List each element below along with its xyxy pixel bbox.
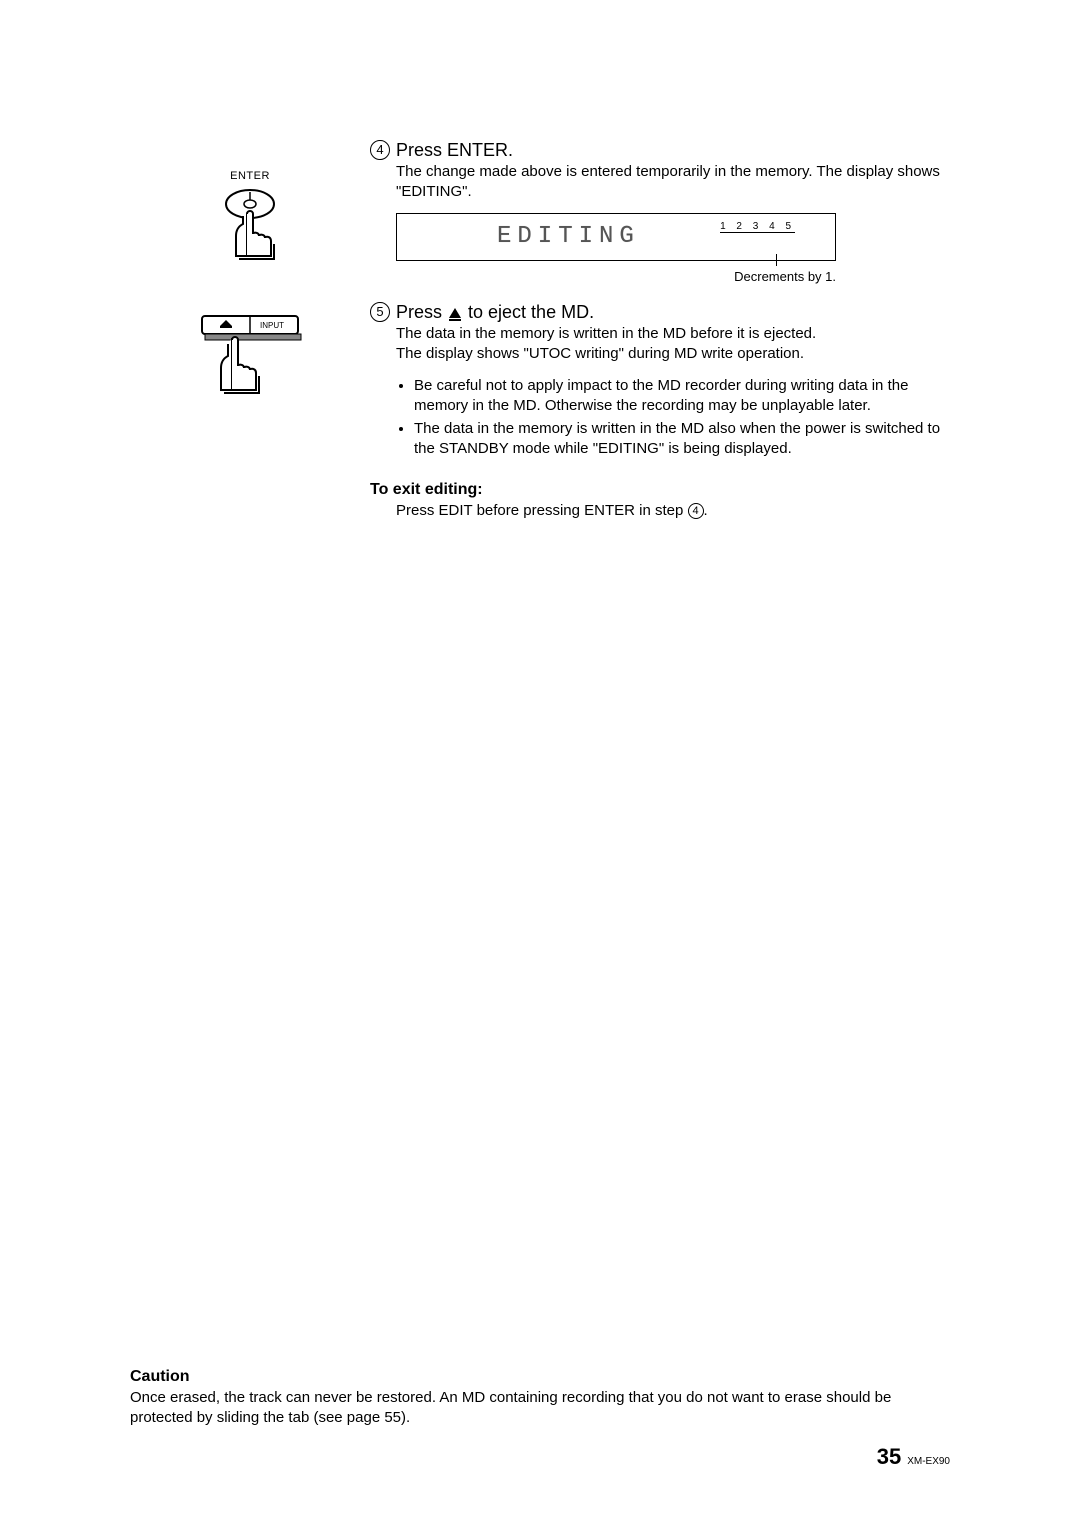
main-content: ENTER INPUT (130, 140, 950, 521)
page-footer: 35 XM-EX90 (877, 1444, 950, 1470)
page-container: ENTER INPUT (0, 0, 1080, 1528)
step-4-title-action: ENTER (447, 140, 508, 160)
bullet-2: The data in the memory is written in the… (414, 419, 950, 460)
step-5-title-suffix: to eject the MD. (463, 302, 594, 322)
step-4-title: Press ENTER. (396, 140, 513, 160)
right-column: 4 Press ENTER. The change made above is … (370, 140, 950, 521)
step-5: 5 Press to eject the MD. The data in the… (370, 302, 950, 460)
step-4-title-prefix: Press (396, 140, 447, 160)
input-label-text: INPUT (260, 321, 284, 330)
input-button-diagram: INPUT (130, 310, 370, 406)
enter-label: ENTER (130, 170, 370, 182)
step-5-body: The data in the memory is written in the… (370, 324, 950, 365)
step-5-bullets: Be careful not to apply impact to the MD… (370, 376, 950, 459)
page-number: 35 (877, 1444, 901, 1470)
step-4: 4 Press ENTER. The change made above is … (370, 140, 950, 284)
step-4-body: The change made above is entered tempora… (370, 162, 950, 203)
decrements-note: Decrements by 1. (396, 269, 836, 284)
step-5-body-line1: The data in the memory is written in the… (396, 324, 950, 344)
exit-step-ref: 4 (688, 503, 704, 519)
caution-section: Caution Once erased, the track can never… (130, 1368, 950, 1429)
lcd-display: EDITING 1 2 3 4 5 (396, 213, 836, 261)
step-4-number: 4 (370, 140, 390, 160)
exit-body-suffix: . (704, 502, 708, 519)
knob-press-icon (205, 186, 295, 274)
exit-body: Press EDIT before pressing ENTER in step… (370, 501, 950, 521)
lcd-tick-mark (776, 254, 777, 266)
step-5-title: Press to eject the MD. (396, 302, 594, 322)
step-5-body-line2: The display shows "UTOC writing" during … (396, 344, 950, 364)
step-5-heading: 5 Press to eject the MD. (370, 302, 950, 322)
model-number: XM-EX90 (907, 1456, 950, 1467)
step-5-number: 5 (370, 302, 390, 322)
lcd-main-text: EDITING (497, 223, 640, 250)
button-press-icon: INPUT (190, 310, 310, 406)
step-4-heading: 4 Press ENTER. (370, 140, 950, 160)
caution-title: Caution (130, 1368, 950, 1386)
exit-editing-section: To exit editing: Press EDIT before press… (370, 481, 950, 521)
enter-knob-diagram: ENTER (130, 170, 370, 274)
exit-title: To exit editing: (370, 481, 950, 499)
exit-body-prefix: Press EDIT before pressing ENTER in step (396, 502, 688, 519)
bullet-1: Be careful not to apply impact to the MD… (414, 376, 950, 417)
step-5-title-prefix: Press (396, 302, 447, 322)
lcd-track-numbers: 1 2 3 4 5 (720, 221, 795, 233)
left-column: ENTER INPUT (130, 140, 370, 521)
step-4-title-suffix: . (508, 140, 513, 160)
caution-body: Once erased, the track can never be rest… (130, 1388, 950, 1429)
eject-icon (449, 308, 461, 318)
